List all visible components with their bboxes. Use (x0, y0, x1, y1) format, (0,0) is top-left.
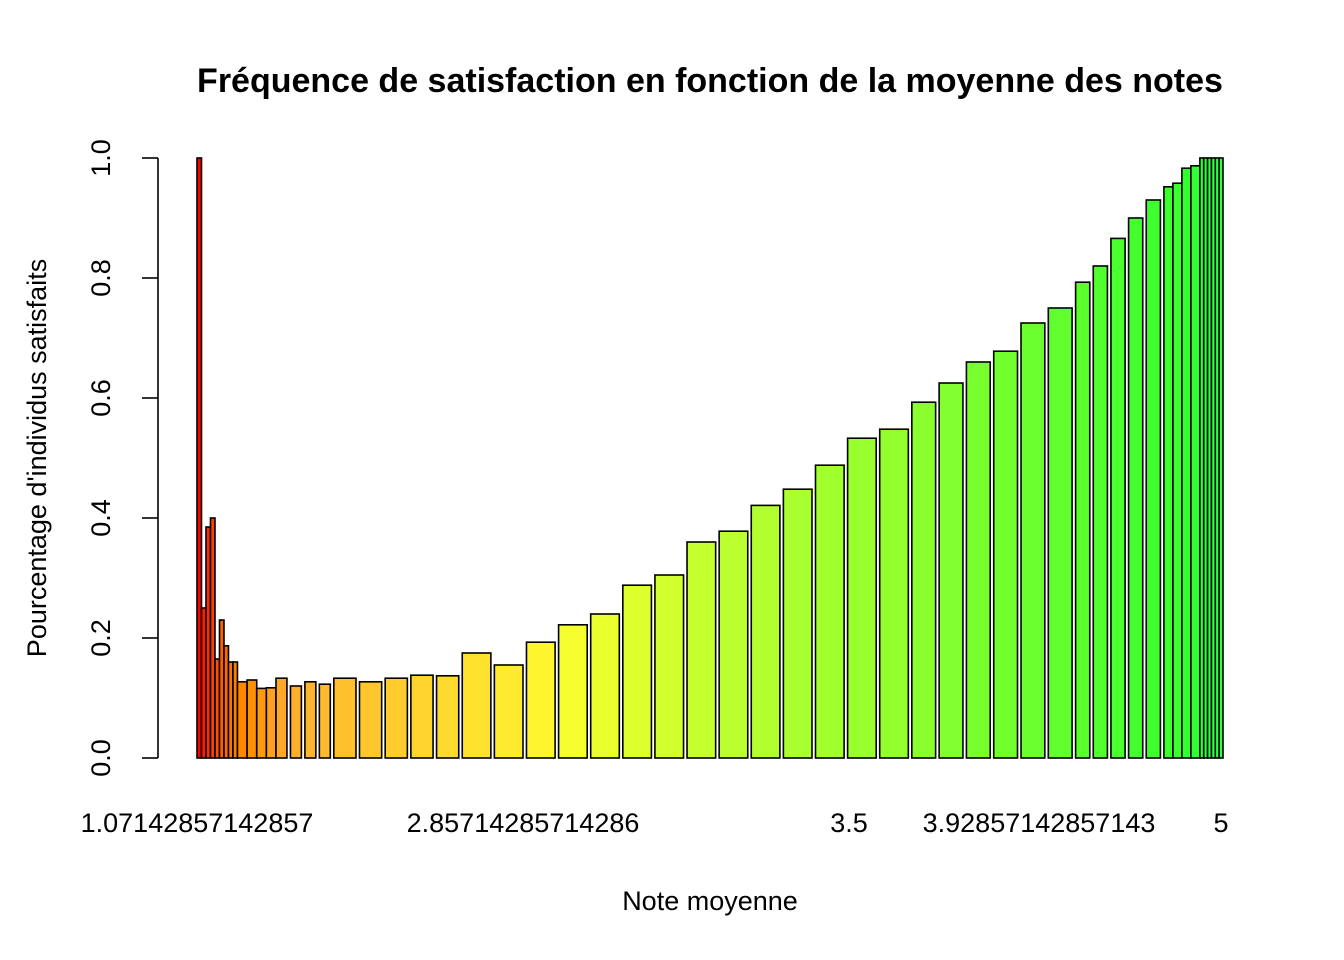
bar (557, 623, 589, 759)
bar (622, 584, 653, 759)
bar (911, 401, 937, 759)
bar (275, 677, 288, 759)
bar (246, 679, 258, 759)
y-tick-label: 0.4 (86, 499, 116, 537)
x-tick-label: 1.07142857142857 (81, 808, 314, 838)
bar (654, 574, 685, 759)
bar (1190, 165, 1201, 759)
bar (332, 677, 357, 759)
bars-group (196, 157, 1224, 759)
bar (318, 683, 332, 759)
y-axis-ticks: 0.0 0.2 0.4 0.6 0.8 1.0 (86, 139, 158, 777)
bar (992, 350, 1019, 759)
y-tick-label: 0.0 (86, 739, 116, 777)
bar (196, 157, 203, 759)
bar (255, 687, 268, 759)
bar (236, 680, 248, 759)
bar (435, 674, 460, 759)
bar (384, 677, 409, 759)
bar (718, 530, 749, 759)
bar (589, 613, 621, 759)
bar (965, 361, 992, 759)
bar (1092, 265, 1109, 759)
y-tick-label: 0.8 (86, 259, 116, 297)
bar (358, 680, 383, 759)
y-axis-label: Pourcentage d'individus satisfaits (22, 259, 52, 657)
x-tick-label: 2.85714285714286 (407, 808, 640, 838)
x-axis-tick-labels: 1.07142857142857 2.85714285714286 3.5 3.928… (81, 808, 1229, 838)
y-tick-label: 1.0 (86, 139, 116, 177)
y-tick-label: 0.6 (86, 379, 116, 417)
bar (493, 664, 524, 759)
bar (1181, 167, 1192, 759)
bar (782, 488, 813, 759)
bar (1218, 157, 1224, 759)
bar (814, 464, 845, 759)
bar (846, 437, 878, 759)
bar (410, 674, 434, 759)
bar (750, 504, 781, 759)
x-tick-label: 5 (1213, 808, 1228, 838)
x-tick-label: 3.5 (830, 808, 868, 838)
bar (1047, 307, 1073, 759)
bar (1074, 281, 1091, 759)
bar (1145, 199, 1162, 759)
bar (938, 382, 964, 759)
bar (525, 641, 556, 759)
x-axis-label: Note moyenne (622, 886, 798, 916)
bar (1172, 182, 1183, 759)
bar (209, 517, 216, 759)
chart-title: Fréquence de satisfaction en fonction de… (197, 62, 1223, 100)
bar (265, 686, 277, 759)
x-tick-label: 3.92857142857143 (923, 808, 1156, 838)
bar (878, 428, 910, 759)
bar (1163, 186, 1174, 759)
bar (1127, 217, 1144, 759)
bar (461, 652, 492, 759)
bar (289, 685, 303, 759)
bar (304, 680, 317, 759)
bar (1110, 237, 1126, 759)
y-tick-label: 0.2 (86, 619, 116, 657)
bar (686, 541, 717, 759)
bar (1020, 322, 1046, 759)
